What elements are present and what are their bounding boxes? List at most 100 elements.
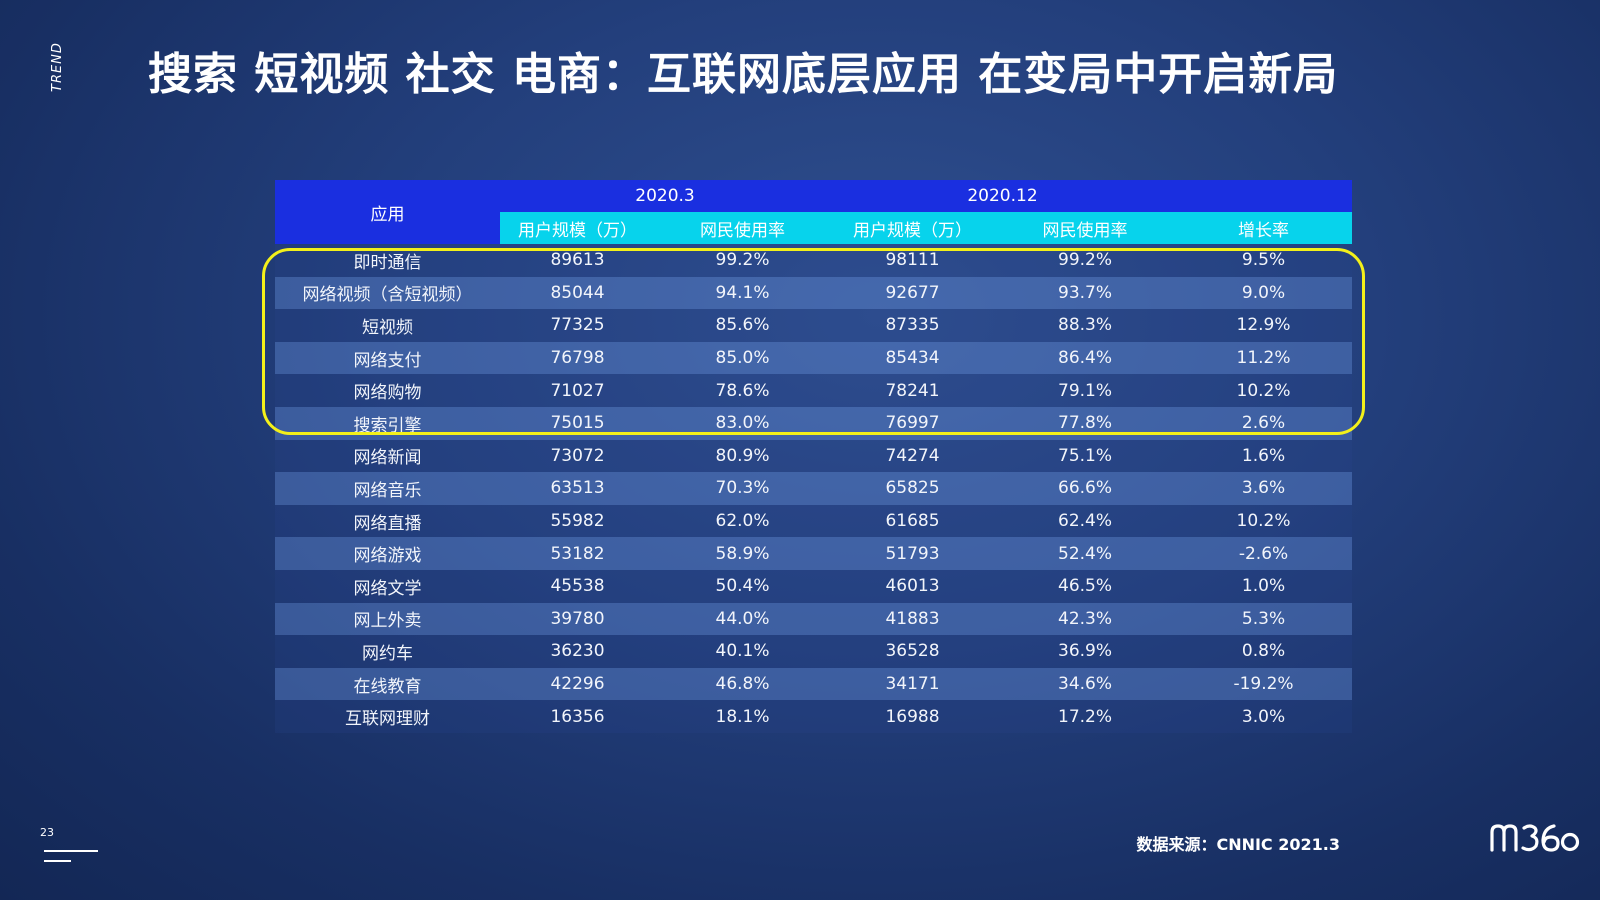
growth-rate-cell: 9.5% [1241, 250, 1286, 271]
users-2020-3-cell: 42296 [550, 674, 605, 695]
table-row: 即时通信 89613 99.2% 98111 99.2% 9.5% [275, 244, 1353, 277]
header-blank [1175, 180, 1353, 212]
rate-2020-3-cell: 62.0% [715, 511, 770, 532]
app-name-cell: 网络文学 [353, 578, 422, 599]
rate-2020-3-cell: 44.0% [715, 608, 770, 629]
users-2020-12-cell: 16988 [885, 706, 940, 727]
rate-2020-3-cell: 85.6% [715, 315, 770, 336]
table-row: 互联网理财 16356 18.1% 16988 17.2% 3.0% [275, 700, 1353, 733]
subheader-rate-2: 网民使用率 [995, 212, 1176, 244]
growth-rate-cell: 9.0% [1241, 282, 1286, 303]
growth-rate-cell: -2.6% [1238, 543, 1289, 564]
growth-rate-cell: 1.0% [1241, 576, 1286, 597]
rate-2020-3-cell: 70.3% [715, 478, 770, 499]
rate-2020-3-cell: 85.0% [715, 348, 770, 369]
growth-rate-cell: 5.3% [1241, 608, 1286, 629]
rate-2020-12-cell: 79.1% [1058, 380, 1113, 401]
app-name-cell: 短视频 [362, 317, 413, 338]
footer-line-short [44, 860, 71, 862]
table-row: 网络购物 71027 78.6% 78241 79.1% 10.2% [275, 374, 1353, 407]
app-name-cell: 网络游戏 [353, 546, 422, 567]
subheader-rate-1: 网民使用率 [655, 212, 831, 244]
header-period-2: 2020.12 [830, 180, 1176, 212]
users-2020-12-cell: 61685 [885, 511, 940, 532]
rate-2020-3-cell: 50.4% [715, 576, 770, 597]
growth-rate-cell: 2.6% [1241, 413, 1286, 434]
app-name-cell: 网上外卖 [353, 611, 422, 632]
table-row: 网络游戏 53182 58.9% 51793 52.4% -2.6% [275, 537, 1353, 570]
rate-2020-3-cell: 80.9% [715, 445, 770, 466]
users-2020-3-cell: 63513 [550, 478, 605, 499]
users-2020-3-cell: 76798 [550, 348, 605, 369]
app-name-cell: 网络直播 [353, 513, 422, 534]
rate-2020-12-cell: 86.4% [1058, 348, 1113, 369]
subheader-users-1: 用户规模（万） [500, 212, 655, 244]
app-name-cell: 互联网理财 [345, 709, 430, 730]
page-title: 搜索 短视频 社交 电商：互联网底层应用 在变局中开启新局 [148, 49, 1339, 100]
table-row: 网上外卖 39780 44.0% 41883 42.3% 5.3% [275, 602, 1353, 636]
subheader-users-2: 用户规模（万） [830, 212, 996, 244]
table-row: 网络新闻 73072 80.9% 74274 75.1% 1.6% [275, 439, 1353, 473]
app-name-cell: 在线教育 [353, 676, 422, 697]
users-2020-3-cell: 39780 [550, 608, 605, 629]
rate-2020-12-cell: 17.2% [1058, 706, 1113, 727]
users-2020-12-cell: 74274 [885, 445, 940, 466]
footer-line-long [44, 850, 98, 852]
users-2020-3-cell: 77325 [550, 315, 605, 336]
app-name-cell: 搜索引擎 [353, 415, 422, 436]
table-row: 网络直播 55982 62.0% 61685 62.4% 10.2% [275, 504, 1353, 538]
rate-2020-3-cell: 99.2% [715, 250, 770, 271]
users-2020-3-cell: 36230 [550, 641, 605, 662]
table-row: 搜索引擎 75015 83.0% 76997 77.8% 2.6% [275, 406, 1353, 440]
app-name-cell: 网络购物 [353, 383, 422, 404]
rate-2020-12-cell: 36.9% [1058, 641, 1113, 662]
growth-rate-cell: 3.6% [1241, 478, 1286, 499]
app-name-cell: 网络音乐 [353, 480, 422, 501]
table-row: 网络支付 76798 85.0% 85434 86.4% 11.2% [275, 341, 1353, 375]
app-name-cell: 网约车 [362, 643, 413, 664]
rate-2020-12-cell: 46.5% [1058, 576, 1113, 597]
rate-2020-12-cell: 77.8% [1058, 413, 1113, 434]
growth-rate-cell: -19.2% [1233, 674, 1294, 695]
table-row: 网络音乐 63513 70.3% 65825 66.6% 3.6% [275, 472, 1353, 505]
rate-2020-3-cell: 18.1% [715, 706, 770, 727]
table-body: 即时通信 89613 99.2% 98111 99.2% 9.5% 网络视频（含短视频） 85… [275, 244, 1353, 733]
users-2020-12-cell: 87335 [885, 315, 940, 336]
users-2020-3-cell: 16356 [550, 706, 605, 727]
subheader-growth: 增长率 [1175, 212, 1353, 244]
users-2020-12-cell: 65825 [885, 478, 940, 499]
users-2020-12-cell: 41883 [885, 608, 940, 629]
users-2020-3-cell: 85044 [550, 282, 605, 303]
users-2020-12-cell: 78241 [885, 380, 940, 401]
users-2020-3-cell: 71027 [550, 380, 605, 401]
growth-rate-cell: 10.2% [1236, 511, 1291, 532]
table-row: 网约车 36230 40.1% 36528 36.9% 0.8% [275, 635, 1353, 668]
users-2020-3-cell: 73072 [550, 445, 605, 466]
growth-rate-cell: 0.8% [1241, 641, 1286, 662]
users-2020-3-cell: 55982 [550, 511, 605, 532]
logo-mark [1490, 824, 1580, 852]
rate-2020-12-cell: 52.4% [1058, 543, 1113, 564]
app-name-cell: 网络视频（含短视频） [302, 285, 473, 306]
rate-2020-3-cell: 58.9% [715, 543, 770, 564]
users-2020-3-cell: 75015 [550, 413, 605, 434]
rate-2020-12-cell: 66.6% [1058, 478, 1113, 499]
m360-logo [1488, 818, 1580, 860]
rate-2020-12-cell: 62.4% [1058, 511, 1113, 532]
table-row: 网络视频（含短视频） 85044 94.1% 92677 93.7% 9.0% [275, 276, 1353, 310]
page-number: 23 [40, 826, 54, 839]
data-table: 应用 2020.3 2020.12 用户规模（万） 网民使用率 用户规模（万） … [275, 180, 1353, 733]
users-2020-12-cell: 46013 [885, 576, 940, 597]
rate-2020-3-cell: 78.6% [715, 380, 770, 401]
data-source: 数据来源：CNNIC 2021.3 [1136, 835, 1340, 854]
users-2020-12-cell: 85434 [885, 348, 940, 369]
users-2020-12-cell: 36528 [885, 641, 940, 662]
users-2020-12-cell: 34171 [885, 674, 940, 695]
rate-2020-3-cell: 46.8% [715, 674, 770, 695]
rate-2020-12-cell: 42.3% [1058, 608, 1113, 629]
users-2020-12-cell: 98111 [885, 250, 940, 271]
growth-rate-cell: 1.6% [1241, 445, 1286, 466]
rate-2020-12-cell: 88.3% [1058, 315, 1113, 336]
growth-rate-cell: 12.9% [1236, 315, 1291, 336]
table-row: 短视频 77325 85.6% 87335 88.3% 12.9% [275, 309, 1353, 342]
